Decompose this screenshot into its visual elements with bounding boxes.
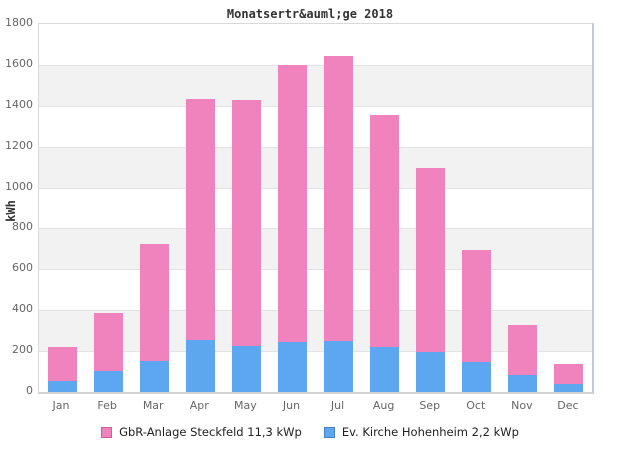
plot-area <box>38 23 594 394</box>
bar-segment-bottom <box>416 352 446 392</box>
gridline <box>39 187 592 189</box>
x-tick-label: Nov <box>511 399 533 412</box>
bar-jun <box>277 64 307 392</box>
bar-segment-bottom <box>508 374 538 392</box>
bar-segment-top <box>554 364 584 384</box>
x-tick-label: Feb <box>97 399 117 412</box>
gridline <box>39 269 592 271</box>
x-tick-label: Mar <box>142 399 164 412</box>
background-band <box>39 187 592 229</box>
gridline <box>39 64 592 66</box>
bar-segment-top <box>462 249 492 363</box>
legend-label: Ev. Kirche Hohenheim 2,2 kWp <box>341 425 519 439</box>
bar-segment-bottom <box>139 361 169 392</box>
bar-segment-bottom <box>47 380 77 392</box>
bar-segment-top <box>370 115 400 348</box>
bar-segment-bottom <box>324 340 354 392</box>
bar-segment-top <box>231 99 261 346</box>
gridline <box>39 351 592 353</box>
y-tick-label: 1800 <box>5 16 33 29</box>
background-band <box>39 24 592 65</box>
background-band <box>39 351 592 392</box>
y-tick-label: 600 <box>12 261 33 275</box>
bar-may <box>231 99 261 392</box>
legend-swatch <box>323 426 335 438</box>
gridline <box>39 105 592 107</box>
bar-jan <box>47 347 77 392</box>
bar-segment-top <box>277 64 307 342</box>
y-tick-label: 800 <box>12 220 33 234</box>
y-tick-label: 1200 <box>5 138 33 152</box>
x-tick-label: May <box>234 399 257 412</box>
bar-segment-bottom <box>462 362 492 392</box>
background-band <box>39 64 592 106</box>
bar-aug <box>370 115 400 392</box>
bar-segment-top <box>324 55 354 341</box>
legend-item: Ev. Kirche Hohenheim 2,2 kWp <box>323 425 519 439</box>
y-tick-label: 1600 <box>5 56 33 70</box>
bar-jul <box>324 55 354 392</box>
bar-segment-top <box>93 313 123 371</box>
y-tick-label: 1400 <box>5 97 33 111</box>
chart-title: Monatsertr&auml;ge 2018 <box>226 7 394 21</box>
y-tick-label: 1000 <box>5 179 33 193</box>
x-tick-label: Dec <box>557 399 579 412</box>
gridline <box>39 310 592 312</box>
legend: GbR-Anlage Steckfeld 11,3 kWp Ev. Kirche … <box>0 424 620 440</box>
background-band <box>39 228 592 270</box>
bar-segment-bottom <box>231 346 261 392</box>
bar-segment-bottom <box>277 341 307 392</box>
bar-oct <box>462 249 492 392</box>
gridline <box>39 146 592 148</box>
bar-segment-top <box>185 98 215 340</box>
bar-mar <box>139 243 169 392</box>
x-tick-label: Aug <box>372 399 395 412</box>
bar-segment-bottom <box>554 383 584 392</box>
bar-segment-top <box>139 243 169 362</box>
x-tick-label: Jul <box>330 399 345 412</box>
legend-label: GbR-Anlage Steckfeld 11,3 kWp <box>119 425 302 439</box>
background-band <box>39 105 592 147</box>
bar-segment-top <box>416 168 446 353</box>
bar-segment-bottom <box>185 339 215 392</box>
bar-segment-top <box>47 347 77 381</box>
y-tick-label: 0 <box>26 384 33 397</box>
y-tick-label: 400 <box>12 302 33 316</box>
bar-segment-bottom <box>93 370 123 392</box>
bar-feb <box>93 313 123 392</box>
x-tick-label: Sep <box>419 399 441 412</box>
gridline <box>39 228 592 230</box>
legend-item: GbR-Anlage Steckfeld 11,3 kWp <box>101 425 302 439</box>
bar-segment-bottom <box>370 347 400 392</box>
background-band <box>39 269 592 311</box>
y-tick-label: 200 <box>12 343 33 357</box>
legend-swatch <box>101 426 113 438</box>
bar-nov <box>508 324 538 392</box>
background-band <box>39 146 592 188</box>
x-tick-label: Oct <box>466 399 486 412</box>
x-tick-label: Jun <box>282 399 301 412</box>
bar-dec <box>554 364 584 392</box>
bar-apr <box>185 98 215 392</box>
bar-segment-top <box>508 324 538 375</box>
background-band <box>39 310 592 352</box>
bar-sep <box>416 168 446 392</box>
x-tick-label: Jan <box>52 399 70 412</box>
x-tick-label: Apr <box>189 399 209 412</box>
